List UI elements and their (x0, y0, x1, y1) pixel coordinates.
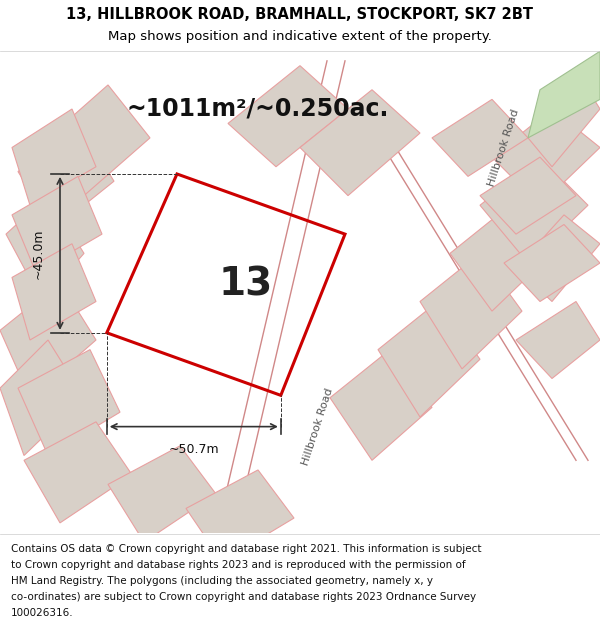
Polygon shape (516, 301, 600, 379)
Polygon shape (330, 349, 432, 460)
Polygon shape (12, 176, 102, 272)
Polygon shape (12, 244, 96, 340)
Polygon shape (0, 340, 84, 456)
Text: 13: 13 (218, 265, 272, 303)
Polygon shape (108, 446, 216, 542)
Polygon shape (492, 109, 600, 205)
Polygon shape (528, 51, 600, 138)
Polygon shape (450, 205, 552, 311)
Text: Hillbrook Road: Hillbrook Road (487, 107, 521, 188)
Polygon shape (516, 215, 600, 301)
Text: Hillbrook Road: Hillbrook Road (301, 387, 335, 466)
Polygon shape (0, 282, 96, 398)
Text: Contains OS data © Crown copyright and database right 2021. This information is : Contains OS data © Crown copyright and d… (11, 544, 481, 554)
Text: Map shows position and indicative extent of the property.: Map shows position and indicative extent… (108, 31, 492, 43)
Text: to Crown copyright and database rights 2023 and is reproduced with the permissio: to Crown copyright and database rights 2… (11, 560, 466, 570)
Polygon shape (18, 349, 120, 456)
Text: co-ordinates) are subject to Crown copyright and database rights 2023 Ordnance S: co-ordinates) are subject to Crown copyr… (11, 592, 476, 602)
Polygon shape (528, 90, 600, 167)
Polygon shape (186, 470, 294, 561)
Polygon shape (228, 66, 348, 167)
Polygon shape (18, 124, 114, 229)
Polygon shape (504, 224, 600, 301)
Polygon shape (378, 301, 480, 417)
Polygon shape (420, 253, 522, 369)
Polygon shape (480, 157, 588, 263)
Polygon shape (300, 90, 420, 196)
Text: ~50.7m: ~50.7m (169, 444, 219, 456)
Polygon shape (12, 109, 96, 205)
Polygon shape (480, 157, 576, 234)
Text: ~45.0m: ~45.0m (32, 228, 45, 279)
Polygon shape (432, 99, 528, 176)
Text: ~1011m²/~0.250ac.: ~1011m²/~0.250ac. (127, 97, 389, 121)
Text: 100026316.: 100026316. (11, 608, 73, 618)
Polygon shape (24, 422, 132, 523)
Polygon shape (6, 196, 84, 301)
Polygon shape (48, 85, 150, 196)
Text: 13, HILLBROOK ROAD, BRAMHALL, STOCKPORT, SK7 2BT: 13, HILLBROOK ROAD, BRAMHALL, STOCKPORT,… (67, 7, 533, 22)
Text: HM Land Registry. The polygons (including the associated geometry, namely x, y: HM Land Registry. The polygons (includin… (11, 576, 433, 586)
